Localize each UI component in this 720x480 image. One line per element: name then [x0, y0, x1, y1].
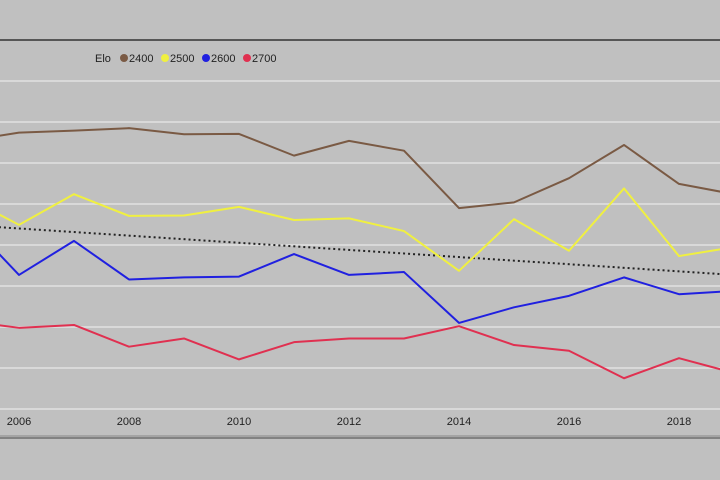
series-line-2400 — [0, 127, 720, 210]
legend-marker-2400 — [120, 54, 128, 62]
legend-marker-2600 — [202, 54, 210, 62]
series-line-2700 — [0, 323, 720, 380]
x-tick-label: 2006 — [7, 416, 31, 428]
legend-title: Elo — [95, 53, 111, 65]
gridlines — [0, 80, 720, 410]
series-line-2600 — [0, 239, 720, 324]
legend-entry-label: 2700 — [252, 53, 276, 65]
x-tick-label: 2014 — [447, 416, 471, 428]
legend-entry-label: 2500 — [170, 53, 194, 65]
legend-entry-label: 2600 — [211, 53, 235, 65]
series-line-2500 — [0, 187, 720, 272]
legend-marker-2700 — [243, 54, 251, 62]
x-tick-label: 2016 — [557, 416, 581, 428]
x-tick-label: 2010 — [227, 416, 251, 428]
legend-entry-label: 2400 — [129, 53, 153, 65]
trendline — [0, 226, 720, 276]
x-axis-ticks: 2006 2008 2010 2012 2014 2016 2018 — [7, 416, 691, 428]
legend-marker-2500 — [161, 54, 169, 62]
x-tick-label: 2008 — [117, 416, 141, 428]
x-tick-label: 2012 — [337, 416, 361, 428]
series-lines — [0, 127, 720, 380]
x-tick-label: 2018 — [667, 416, 691, 428]
legend: Elo 2400 2500 2600 2700 — [95, 53, 276, 65]
